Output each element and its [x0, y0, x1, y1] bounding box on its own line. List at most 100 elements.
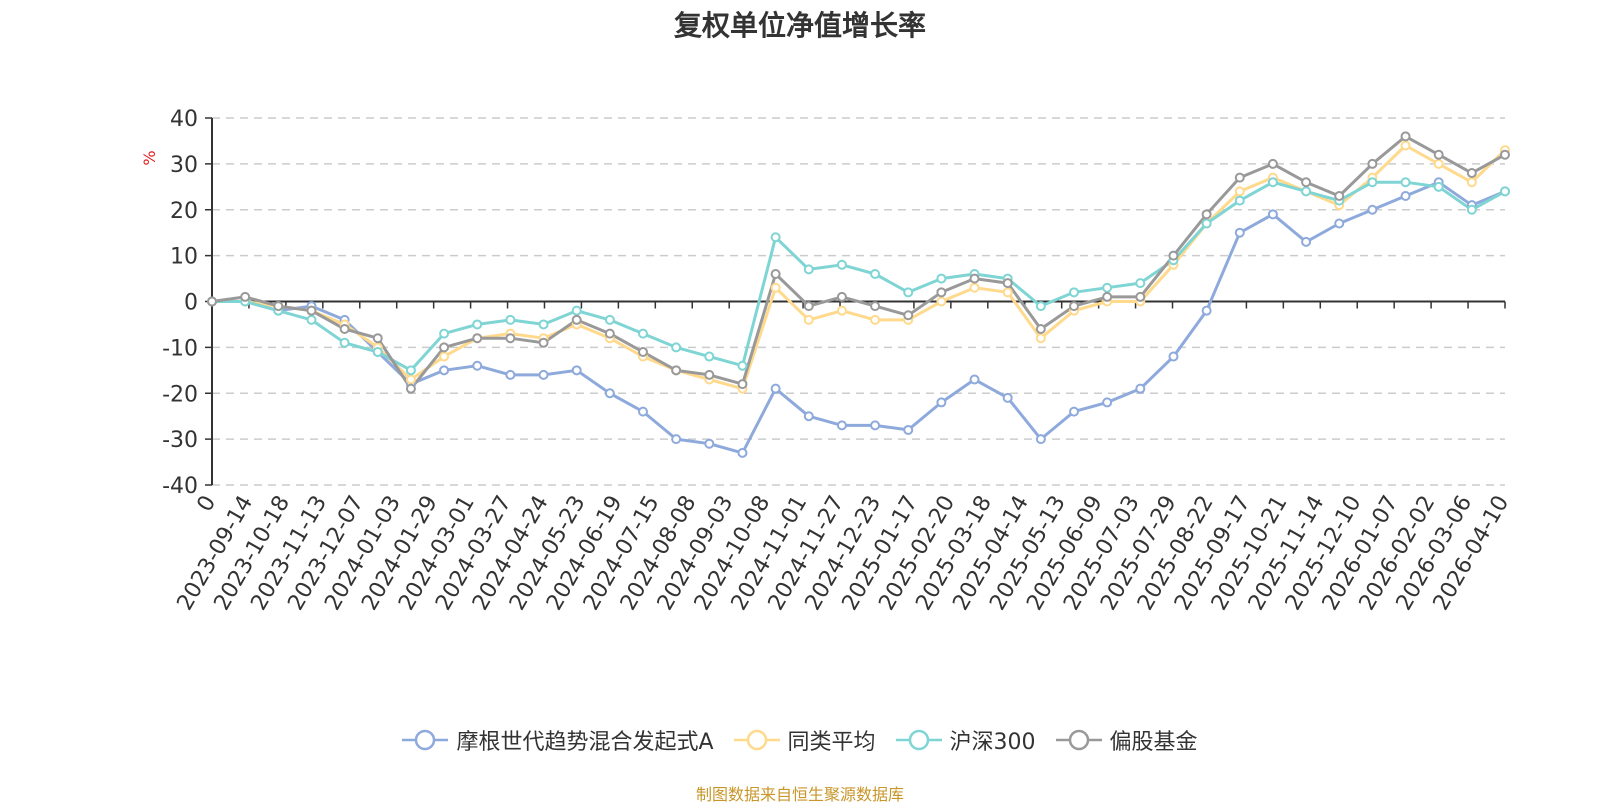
data-point — [1301, 236, 1312, 247]
legend-item-0[interactable]: 摩根世代趋势混合发起式A — [402, 724, 714, 756]
data-point — [207, 296, 217, 307]
data-point — [1367, 158, 1378, 169]
legend-marker-icon — [402, 729, 449, 751]
data-point — [1367, 204, 1378, 215]
data-point — [372, 333, 383, 344]
data-point — [770, 268, 781, 279]
data-point — [671, 365, 682, 376]
data-point — [936, 296, 947, 307]
data-point — [339, 337, 350, 348]
data-point — [604, 388, 615, 399]
legend-item-2[interactable]: 沪深300 — [895, 724, 1036, 756]
data-point — [1234, 186, 1245, 197]
data-point — [604, 328, 615, 339]
data-point — [1334, 190, 1345, 201]
axis-labels: 403020100-10-20-30-40%02023-09-142023-10… — [140, 107, 1514, 615]
data-point — [638, 406, 648, 417]
data-point — [1035, 301, 1046, 312]
y-tick-label: 10 — [170, 245, 198, 270]
legend-label: 同类平均 — [787, 730, 876, 755]
legend-item-1[interactable]: 同类平均 — [733, 724, 876, 756]
data-point — [1433, 149, 1444, 160]
data-point — [571, 365, 582, 376]
series-markers — [207, 131, 1510, 458]
legend-marker-icon — [895, 729, 942, 751]
legend-marker-icon — [733, 729, 780, 751]
data-point — [1035, 324, 1046, 335]
data-point — [836, 305, 847, 316]
data-point — [240, 291, 251, 302]
data-point — [571, 314, 582, 325]
data-point — [1234, 195, 1245, 206]
legend: 摩根世代趋势混合发起式A 同类平均 沪深300 偏股基金 — [0, 724, 1600, 756]
data-point — [405, 365, 416, 376]
data-point — [1002, 278, 1013, 289]
data-point — [803, 411, 814, 422]
data-point — [472, 360, 483, 371]
data-point — [1400, 140, 1411, 151]
data-point — [803, 264, 814, 275]
data-point — [538, 319, 549, 330]
data-point — [505, 369, 516, 380]
data-point — [1069, 301, 1079, 312]
y-tick-label: -40 — [162, 474, 198, 499]
data-point — [1168, 250, 1179, 261]
data-point — [604, 314, 615, 325]
y-tick-label: -30 — [162, 428, 198, 453]
data-point — [638, 346, 648, 357]
data-point — [1069, 287, 1079, 298]
data-point — [1500, 149, 1510, 160]
data-point — [936, 273, 947, 284]
data-point — [870, 268, 881, 279]
y-tick-label: -20 — [162, 382, 198, 407]
source-footer: 制图数据来自恒生聚源数据库 — [695, 785, 904, 804]
y-axis-unit: % — [140, 150, 159, 165]
legend-marker-icon — [1055, 729, 1102, 751]
data-point — [1267, 158, 1278, 169]
y-tick-label: 0 — [184, 291, 198, 316]
data-point — [372, 346, 383, 357]
data-point — [704, 369, 715, 380]
chart-title: 复权单位净值增长率 — [673, 9, 926, 42]
data-point — [803, 301, 814, 312]
data-point — [1135, 278, 1146, 289]
series-line-2 — [212, 180, 1506, 372]
data-point — [1002, 392, 1013, 403]
data-point — [770, 232, 781, 243]
data-point — [439, 342, 450, 353]
data-point — [1400, 131, 1411, 142]
data-point — [405, 383, 416, 394]
data-point — [903, 287, 914, 298]
data-point — [538, 337, 549, 348]
data-point — [505, 314, 516, 325]
data-point — [870, 420, 881, 431]
data-point — [1102, 291, 1113, 302]
data-point — [737, 447, 748, 458]
data-point — [1400, 190, 1411, 201]
data-point — [1234, 227, 1245, 238]
legend-item-3[interactable]: 偏股基金 — [1055, 724, 1198, 756]
x-tick-label: 0 — [193, 492, 222, 517]
data-point — [638, 328, 648, 339]
data-point — [1234, 172, 1245, 183]
data-point — [803, 314, 814, 325]
data-point — [1433, 158, 1444, 169]
data-point — [1466, 168, 1477, 179]
data-point — [704, 438, 715, 449]
data-point — [969, 282, 980, 293]
data-point — [1069, 406, 1079, 417]
data-point — [472, 333, 483, 344]
y-tick-label: 30 — [170, 153, 198, 178]
data-point — [273, 301, 284, 312]
data-point — [836, 420, 847, 431]
data-point — [1301, 177, 1312, 188]
data-point — [770, 282, 781, 293]
grid-lines — [212, 117, 1505, 486]
data-point — [903, 424, 914, 435]
series-lines — [211, 134, 1507, 455]
data-point — [1433, 181, 1444, 192]
data-point — [1201, 209, 1212, 220]
data-point — [1102, 397, 1113, 408]
data-point — [1002, 287, 1013, 298]
data-point — [1201, 218, 1212, 229]
